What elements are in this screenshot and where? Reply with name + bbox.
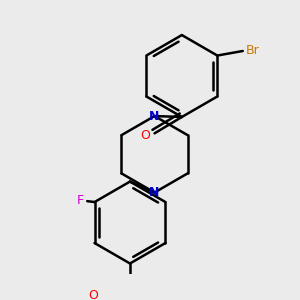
Text: O: O [88,289,98,300]
Text: N: N [149,110,160,123]
Text: F: F [76,194,84,207]
Text: O: O [140,129,150,142]
Text: Br: Br [245,44,259,58]
Text: N: N [149,186,160,199]
